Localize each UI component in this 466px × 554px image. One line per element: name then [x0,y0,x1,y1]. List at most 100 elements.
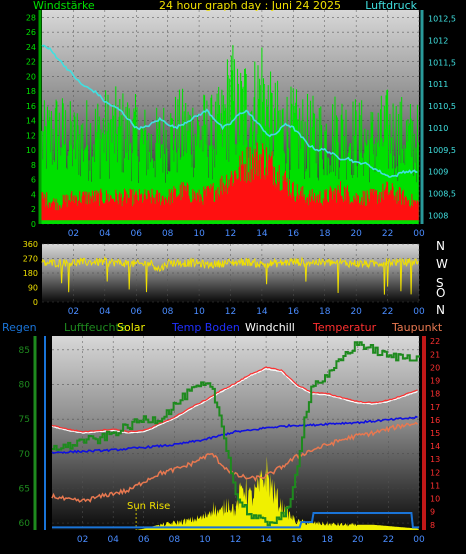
y-tick-label-right: 8 [430,521,435,530]
x-tick-label: 00 [413,535,425,545]
ground-temp-series [51,415,418,454]
x-tick-label: 12 [225,307,236,317]
y-tick-label-left: 80 [19,381,31,391]
y-tick-label-left: 26 [26,28,36,37]
windchill-series [51,368,418,434]
y-tick-label-left: 65 [19,484,30,494]
y-tick-label-left: 60 [19,519,31,529]
direction-plot-area [42,244,419,302]
rain-series [52,512,419,529]
y-tick-label-right: 11 [430,481,440,490]
legend-temperature: Temperatur [312,321,377,334]
x-tick-label: 10 [193,229,205,239]
x-tick-label: 08 [162,229,174,239]
y-tick-label-left: 10 [26,146,36,155]
y-tick-label-right: 20 [430,363,440,372]
x-tick-label: 16 [288,307,300,317]
y-tick-label-right: 12 [430,468,440,477]
y-tick-label: 180 [23,269,38,278]
y-tick-label: 90 [28,284,38,293]
x-tick-label: 10 [193,307,205,317]
y-tick-label-left: 18 [26,87,36,96]
y-tick-label-right: 1012 [428,37,448,46]
x-tick-label: 20 [350,307,362,317]
x-tick-label: 06 [138,535,150,545]
y-tick-label-right: 1010 [428,124,448,133]
y-tick-label-left: 28 [26,13,36,22]
y-tick-label-right: 1012,5 [428,15,456,24]
y-tick-label-left: 85 [19,346,30,356]
x-tick-label: 02 [68,229,79,239]
y-tick-label-right: 13 [430,455,440,464]
dewpoint-series [51,421,419,503]
x-tick-label: 16 [291,535,303,545]
chart-title: 24 hour graph day : Juni 24 2025 [159,0,341,12]
y-tick-label-right: 1010,5 [428,102,456,111]
y-tick-label-right: 1011,5 [428,58,456,67]
compass-label: O [436,286,445,300]
x-tick-label: 12 [225,229,236,239]
y-tick-label: 270 [23,255,38,264]
y-tick-label-right: 10 [430,495,440,504]
compass-label: N [436,303,445,317]
x-tick-label: 14 [256,307,268,317]
y-tick-label-left: 2 [31,205,36,214]
y-tick-label-left: 75 [19,415,30,425]
x-tick-label: 16 [288,229,300,239]
y-tick-label-right: 21 [430,350,440,359]
wind-direction-series [41,256,419,295]
y-tick-label-left: 12 [26,131,36,140]
y-tick-label-right: 1009 [428,168,448,177]
x-tick-label: 04 [107,535,119,545]
compass-label: N [436,239,445,253]
x-tick-label: 06 [131,229,143,239]
x-tick-label: 22 [382,229,393,239]
y-tick-label-left: 16 [26,102,36,111]
y-tick-label: 0 [33,298,38,307]
y-tick-label-right: 19 [430,377,440,386]
x-tick-label: 02 [68,307,79,317]
temperature-series [51,366,418,433]
y-tick-label-right: 17 [430,403,440,412]
y-tick-label-right: 22 [430,337,440,346]
legend-rain: Regen [2,321,37,334]
y-tick-label-left: 0 [31,220,36,229]
x-tick-label: 04 [99,307,111,317]
x-tick-label: 06 [131,307,143,317]
y-tick-label-right: 15 [430,429,440,438]
y-tick-label-left: 14 [26,117,36,126]
y-tick-label-right: 16 [430,416,440,425]
y-tick-label-left: 24 [26,43,36,52]
pressure-axis-label: Luftdruck [365,0,417,12]
x-tick-label: 10 [199,535,211,545]
legend-humidity: Luftfeuchte [64,321,127,334]
compass-label: W [436,257,448,271]
x-tick-label: 04 [99,229,111,239]
legend-solar: Solar [117,321,146,334]
y-tick-label-left: 8 [31,161,36,170]
x-tick-label: 20 [352,535,364,545]
y-tick-label-left: 6 [31,176,36,185]
sunrise-annotation: Sun Rise [127,501,170,512]
legend-windchill: Windchill [245,321,295,334]
y-tick-label-right: 1009,5 [428,146,456,155]
x-tick-label: 00 [413,229,425,239]
compass-label: S [436,276,444,290]
legend-dewpoint: Taupunkt [391,321,443,334]
y-tick-label-right: 1008,5 [428,189,456,198]
x-tick-label: 18 [322,535,334,545]
x-tick-label: 00 [413,307,425,317]
wind-avg-series [41,142,419,221]
x-tick-label: 22 [382,307,393,317]
y-tick-label-right: 18 [430,390,440,399]
y-tick-label-right: 14 [430,442,440,451]
pressure-series [41,44,418,178]
x-tick-label: 20 [350,229,362,239]
y-tick-label-right: 9 [430,508,435,517]
x-tick-label: 08 [162,307,174,317]
y-tick-label-left: 4 [31,190,36,199]
y-tick-label-left: 20 [26,72,36,81]
x-tick-label: 18 [319,229,331,239]
wind-axis-label: Windstärke [33,0,95,12]
